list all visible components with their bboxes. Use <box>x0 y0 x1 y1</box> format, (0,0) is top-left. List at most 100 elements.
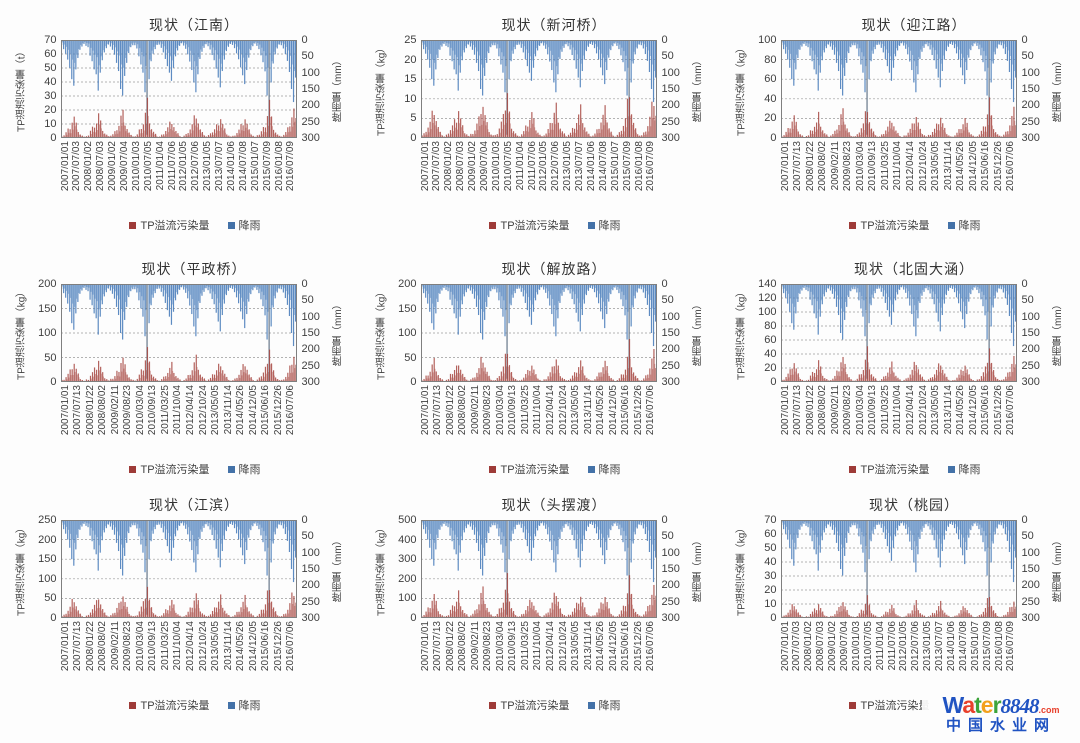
y-axis-ticks: 25 20 15 10 5 0 <box>404 34 417 144</box>
legend-label-rain: 降雨 <box>238 700 261 712</box>
chart-body: TP溢流污染量（kg） 25 20 15 10 5 0 0 50 100 150 200 250 30… <box>375 34 706 215</box>
y-axis-label: TP溢流污染量（kg） <box>376 42 387 136</box>
legend-item-rain: 降雨 <box>947 461 981 477</box>
chart-title: 现状（江南） <box>149 17 239 33</box>
plot-area <box>780 284 1017 382</box>
rain-swatch-icon <box>587 465 595 473</box>
tp-swatch-icon <box>129 465 137 473</box>
legend-label-rain: 降雨 <box>598 464 621 476</box>
y-axis-label: TP溢流污染量（kg） <box>736 286 747 380</box>
tp-swatch-icon <box>489 465 497 473</box>
water8848-logo: Water8848.com <box>942 692 1060 719</box>
legend-label-rain: 降雨 <box>598 220 621 232</box>
legend-label-tp: TP溢流污染量 <box>860 220 930 232</box>
chart-legend: TP溢流污染量 降雨 <box>129 461 261 477</box>
legend-item-rain: 降雨 <box>587 697 621 713</box>
chart-title: 现状（桃园） <box>869 497 959 513</box>
chart-title: 现状（解放路） <box>501 261 607 277</box>
y-axis-ticks: 200 150 100 50 0 <box>398 278 417 388</box>
tp-swatch-icon <box>489 221 497 229</box>
legend-label-tp: TP溢流污染量 <box>140 700 210 712</box>
legend-item-tp: TP溢流污染量 <box>129 697 210 713</box>
y2-axis-label: 降雨量（mm） <box>1052 55 1064 123</box>
overflow-chart: 现状（头摆渡） TP溢流污染量（kg） 500 400 300 200 100 0 0 50… <box>360 488 720 734</box>
legend-label-tp: TP溢流污染量 <box>140 220 210 232</box>
y-axis-label: TP溢流污染量（kg） <box>16 286 27 380</box>
legend-label-rain: 降雨 <box>958 220 981 232</box>
y2-axis-label: 降雨量（mm） <box>332 55 344 123</box>
overflow-chart: 现状（平政桥） TP溢流污染量（kg） 200 150 100 50 0 0 50 100 1… <box>0 252 360 488</box>
y2-axis-ticks: 0 50 100 150 200 250 300 <box>661 278 680 388</box>
tp-swatch-icon <box>489 701 497 709</box>
y2-axis-label: 降雨量（mm） <box>692 55 704 123</box>
chart-legend: TP溢流污染量 降雨 <box>489 461 621 477</box>
y2-axis-ticks: 0 50 100 150 200 250 300 <box>1021 34 1040 144</box>
legend-item-rain: 降雨 <box>587 217 621 233</box>
legend-label-tp: TP溢流污染量 <box>860 700 930 712</box>
tp-swatch-icon <box>129 221 137 229</box>
x-axis-ticks: 2007/01/01 2007/07/13 2008/01/22 2008/08/02… <box>780 385 1017 436</box>
legend-item-tp: TP溢流污染量 <box>489 461 570 477</box>
y-axis-label: TP溢流污染量（kg） <box>16 522 27 616</box>
plot-area <box>60 40 297 138</box>
plot-area <box>780 520 1017 618</box>
legend-item-tp: TP溢流污染量 <box>129 217 210 233</box>
legend-item-rain: 降雨 <box>947 217 981 233</box>
legend-label-tp: TP溢流污染量 <box>500 700 570 712</box>
y-axis-label: TP溢流污染量（kg） <box>376 522 387 616</box>
x-axis-ticks: 2007/01/01 2007/07/13 2008/01/22 2008/08/02… <box>60 621 297 672</box>
legend-label-rain: 降雨 <box>238 220 261 232</box>
x-axis-ticks: 2007/01/01 2007/07/13 2008/01/22 2008/08/02… <box>420 621 657 672</box>
y-axis-label: TP溢流污染量（kg） <box>736 42 747 136</box>
legend-item-tp: TP溢流污染量 <box>849 697 930 713</box>
chart-title: 现状（北固大涵） <box>854 261 974 277</box>
y2-axis-ticks: 0 50 100 150 200 250 300 <box>1021 514 1040 624</box>
legend-item-tp: TP溢流污染量 <box>129 461 210 477</box>
y2-axis-ticks: 0 50 100 150 200 250 300 <box>301 278 320 388</box>
chart-legend: TP溢流污染量 降雨 <box>129 697 261 713</box>
y2-axis-ticks: 0 50 100 150 200 250 300 <box>1021 278 1040 388</box>
legend-item-tp: TP溢流污染量 <box>849 461 930 477</box>
y-axis-ticks: 140 120 100 80 60 40 20 0 <box>758 278 777 388</box>
plot-area <box>60 284 297 382</box>
tp-swatch-icon <box>849 701 857 709</box>
y-axis-ticks: 200 150 100 50 0 <box>38 278 57 388</box>
y-axis-label: TP溢流污染量（kg） <box>376 286 387 380</box>
chart-title: 现状（平政桥） <box>141 261 247 277</box>
legend-item-tp: TP溢流污染量 <box>489 697 570 713</box>
legend-item-rain: 降雨 <box>587 461 621 477</box>
rain-swatch-icon <box>227 221 235 229</box>
legend-label-tp: TP溢流污染量 <box>500 464 570 476</box>
chart-title: 现状（迎江路） <box>861 17 967 33</box>
chart-legend: TP溢流污染量 降雨 <box>129 217 261 233</box>
rain-swatch-icon <box>227 465 235 473</box>
chart-legend: TP溢流污染量 降雨 <box>489 217 621 233</box>
y2-axis-label: 降雨量（mm） <box>1052 535 1064 603</box>
chart-title: 现状（新河桥） <box>501 17 607 33</box>
rain-swatch-icon <box>947 221 955 229</box>
x-axis-ticks: 2007/01/01 2007/07/13 2008/01/22 2008/08/02… <box>60 385 297 436</box>
y-axis-label: TP溢流污染量（kg） <box>736 522 747 616</box>
chart-body: TP溢流污染量（kg） 200 150 100 50 0 0 50 100 150 200 250… <box>15 278 346 459</box>
watermark-subtitle: 中国水业网 <box>945 717 1056 735</box>
rain-swatch-icon <box>227 701 235 709</box>
y-axis-ticks: 100 80 60 40 20 0 <box>758 34 777 144</box>
x-axis-ticks: 2007/01/01 2007/07/13 2008/01/22 2008/08/02… <box>420 385 657 436</box>
y2-axis-label: 降雨量（mm） <box>692 535 704 603</box>
plot-area <box>420 284 657 382</box>
legend-item-rain: 降雨 <box>227 697 261 713</box>
y-axis-ticks: 250 200 150 100 50 0 <box>38 514 57 624</box>
plot-area <box>420 520 657 618</box>
chart-body: TP溢流污染量（kg） 70 60 50 40 30 20 10 0 0 50 100 150 200… <box>735 514 1066 695</box>
y2-axis-ticks: 0 50 100 150 200 250 300 <box>301 514 320 624</box>
plot-area <box>780 40 1017 138</box>
legend-item-tp: TP溢流污染量 <box>849 217 930 233</box>
x-axis-ticks: 2007/01/01 2007/07/03 2008/01/02 2008/07/03… <box>60 141 297 192</box>
y2-axis-ticks: 0 50 100 150 200 250 300 <box>301 34 320 144</box>
overflow-chart: 现状（新河桥） TP溢流污染量（kg） 25 20 15 10 5 0 0 50 100 150… <box>360 8 720 252</box>
legend-label-tp: TP溢流污染量 <box>140 464 210 476</box>
x-axis-ticks: 2007/01/01 2007/07/13 2008/01/22 2008/08/02… <box>780 141 1017 192</box>
overflow-chart: 现状（解放路） TP溢流污染量（kg） 200 150 100 50 0 0 50 100 1… <box>360 252 720 488</box>
y2-axis-label: 降雨量（mm） <box>332 535 344 603</box>
